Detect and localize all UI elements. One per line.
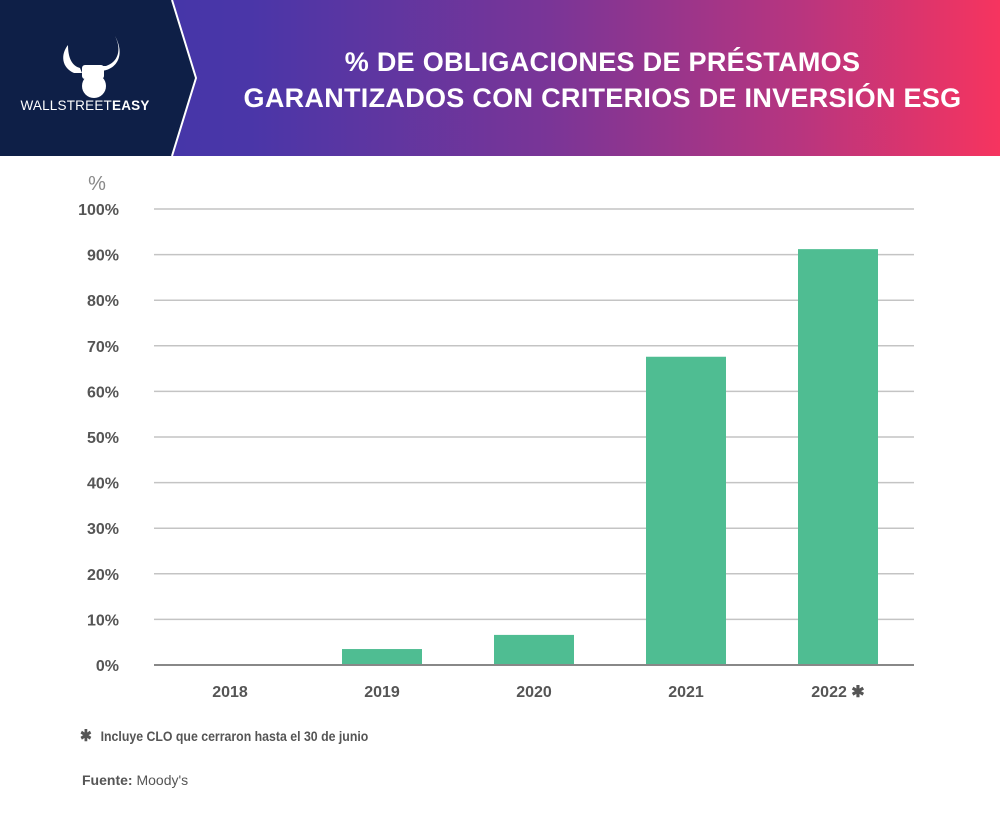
x-tick-label: 2018 [212,684,248,701]
source-label: Fuente: [82,772,133,788]
x-tick-labels: 2018 2019 2020 2021 2022 ✱ [212,684,865,701]
x-tick-label: 2019 [364,684,400,701]
gridlines [154,208,914,621]
source-value: Moody's [136,772,189,788]
title-line-2: GARANTIZADOS CON CRITERIOS DE INVERSIÓN … [243,83,962,113]
bars [342,249,878,665]
bar [798,249,878,665]
y-tick-label: 20% [87,567,119,584]
asterisk-icon: ✱ [80,728,92,745]
brand-light-text: WALLSTREET [20,98,112,113]
y-tick-label: 70% [87,339,119,356]
header-banner: WALLSTREETEASY % DE OBLIGACIONES DE PRÉS… [0,0,1000,156]
y-tick-label: 90% [87,248,119,265]
brand-name: WALLSTREETEASY [0,98,170,113]
y-axis-label: % [88,173,106,195]
logo-panel: WALLSTREETEASY [0,0,198,156]
title-line-1: % DE OBLIGACIONES DE PRÉSTAMOS [344,47,861,77]
y-tick-label: 60% [87,384,119,401]
chart-title: % DE OBLIGACIONES DE PRÉSTAMOS GARANTIZA… [205,44,1000,116]
y-tick-label: 0% [96,658,119,675]
y-tick-label: 50% [87,430,119,447]
x-tick-label: 2020 [516,684,552,701]
logo-background [0,0,198,156]
y-tick-label: 30% [87,521,119,538]
y-tick-label: 100% [78,202,119,219]
bull-horns-fist-icon [63,36,120,98]
footnote: ✱ Incluye CLO que cerraron hasta el 30 de… [80,726,368,746]
x-tick-label: 2022 ✱ [811,684,864,701]
bar [646,356,726,665]
bar [342,649,422,665]
footnote-text: Incluye CLO que cerraron hasta el 30 de … [100,728,369,744]
y-tick-label: 10% [87,612,119,629]
source-line: Fuente: Moody's [82,772,188,788]
x-tick-label: 2021 [668,684,704,701]
y-tick-label: 80% [87,293,119,310]
bar [494,634,574,665]
brand-bold-text: EASY [111,98,150,113]
y-tick-labels: 0% 10% 20% 30% 40% 50% 60% 70% 80% 90% 100% [78,202,119,675]
bar-chart: % 0% 10% 20% 30% 40% 50% 60% 70% 80% 90% 100% 2018… [78,173,914,701]
y-tick-label: 40% [87,476,119,493]
